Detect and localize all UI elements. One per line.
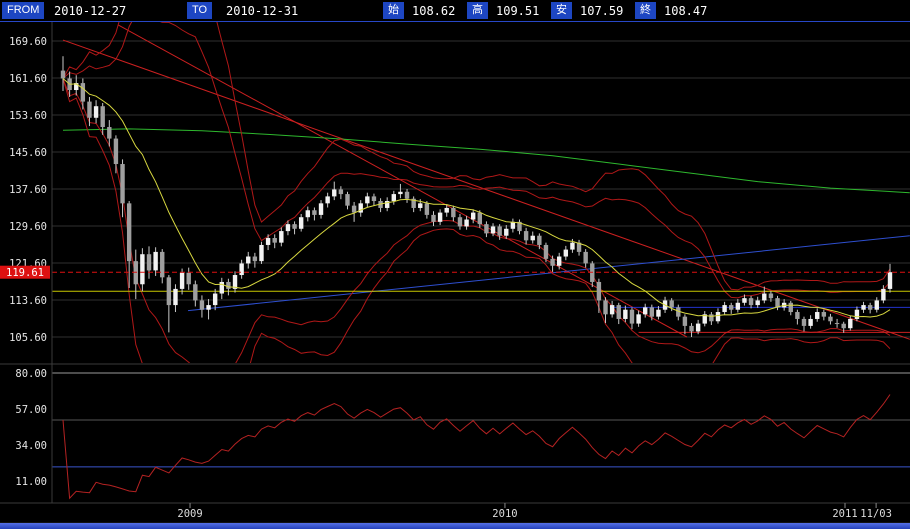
svg-text:2010: 2010 xyxy=(492,508,517,520)
from-label-badge: FROM xyxy=(2,2,45,19)
svg-text:145.60: 145.60 xyxy=(9,147,47,159)
chart-canvas[interactable]: 169.60161.60153.60145.60137.60129.60121.… xyxy=(0,22,910,522)
low-value: 107.59 xyxy=(580,4,624,18)
svg-text:80.00: 80.00 xyxy=(15,368,47,380)
high-value: 109.51 xyxy=(496,4,540,18)
svg-text:2011: 2011 xyxy=(832,508,857,520)
svg-text:34.00: 34.00 xyxy=(15,440,47,452)
open-label-badge: 始 xyxy=(383,2,404,19)
svg-text:57.00: 57.00 xyxy=(15,404,47,416)
svg-text:11.00: 11.00 xyxy=(15,476,47,488)
oscillator-guides xyxy=(52,372,910,468)
band-upper-line xyxy=(62,22,891,291)
to-date-value[interactable]: 2010-12-31 xyxy=(226,4,299,18)
svg-text:153.60: 153.60 xyxy=(9,110,47,122)
last-price-badge xyxy=(0,265,50,279)
band-upper-line xyxy=(62,22,891,299)
svg-text:129.60: 129.60 xyxy=(9,221,47,233)
trendline xyxy=(117,24,688,338)
high-label-badge: 高 xyxy=(467,2,488,19)
close-label-badge: 終 xyxy=(635,2,656,19)
svg-text:169.60: 169.60 xyxy=(9,36,47,48)
ma-long-line xyxy=(62,128,910,194)
svg-text:11/03: 11/03 xyxy=(860,508,892,520)
candlestick-series xyxy=(60,56,893,337)
oscillator-layers xyxy=(62,394,891,500)
toolbar: FROM 2010-12-27 TO 2010-12-31 始 108.62 高… xyxy=(0,0,910,22)
svg-text:2009: 2009 xyxy=(177,508,202,520)
rsi-line xyxy=(62,394,891,500)
band-lower-line xyxy=(62,78,891,363)
x-axis-labels: 2009 2010 2011 11/03 xyxy=(177,503,892,520)
band-lower-line xyxy=(62,78,891,363)
svg-text:105.60: 105.60 xyxy=(9,332,47,344)
close-value: 108.47 xyxy=(664,4,708,18)
oscillator-axis-labels: 80.00 57.00 34.00 11.00 xyxy=(15,368,47,488)
price-axis-labels: 169.60161.60153.60145.60137.60129.60121.… xyxy=(9,36,47,344)
trendline xyxy=(62,39,910,340)
to-label-badge: TO xyxy=(187,2,213,19)
svg-text:137.60: 137.60 xyxy=(9,184,47,196)
timeline-scrollbar[interactable] xyxy=(0,522,910,529)
svg-text:119.61: 119.61 xyxy=(6,267,44,279)
trendline xyxy=(187,235,910,312)
price-chart-layers xyxy=(52,22,910,363)
svg-text:113.60: 113.60 xyxy=(9,295,47,307)
svg-text:161.60: 161.60 xyxy=(9,73,47,85)
open-value: 108.62 xyxy=(412,4,456,18)
from-date-value[interactable]: 2010-12-27 xyxy=(54,4,127,18)
low-label-badge: 安 xyxy=(551,2,572,19)
